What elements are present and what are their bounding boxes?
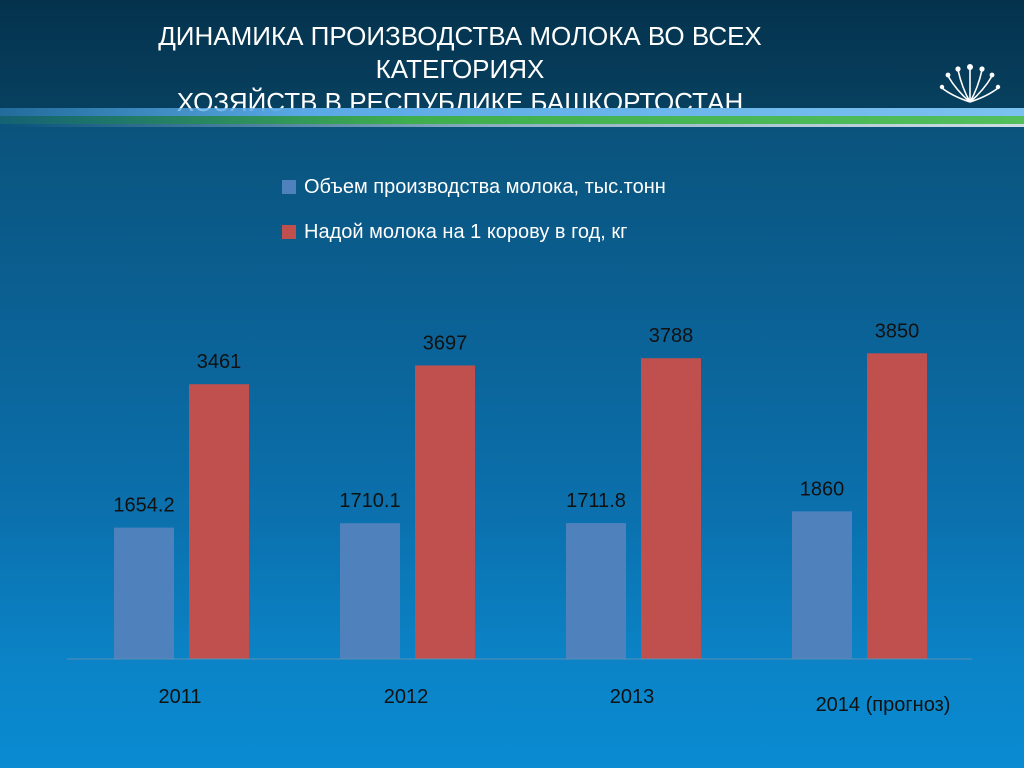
data-label-volume: 1711.8 xyxy=(566,490,626,512)
bar-yield xyxy=(415,365,475,659)
bar-yield xyxy=(641,358,701,659)
bar-volume xyxy=(114,527,174,659)
header-stripe-green xyxy=(0,116,1024,124)
data-label-yield: 3461 xyxy=(197,351,242,373)
bar-volume xyxy=(340,523,400,659)
legend-label-yield: Надой молока на 1 корову в год, кг xyxy=(304,221,628,243)
data-label-yield: 3850 xyxy=(875,320,920,342)
legend-swatch-yield xyxy=(282,225,296,239)
data-label-yield: 3697 xyxy=(423,332,468,354)
category-label: 2012 xyxy=(384,686,429,708)
kurai-flower-icon xyxy=(939,64,1001,103)
category-label: 2013 xyxy=(610,686,655,708)
bar-volume xyxy=(792,511,852,659)
data-label-volume: 1654.2 xyxy=(113,495,174,517)
bar-yield xyxy=(867,353,927,659)
data-label-yield: 3788 xyxy=(649,325,694,347)
legend-swatch-volume xyxy=(282,180,296,194)
data-label-volume: 1860 xyxy=(800,478,845,500)
category-label: 2014 (прогноз) xyxy=(816,694,951,716)
category-label: 2011 xyxy=(158,686,201,708)
header-stripe-blue xyxy=(0,108,1024,116)
header-stripe-white xyxy=(0,124,1024,127)
bar-volume xyxy=(566,523,626,659)
data-label-volume: 1710.1 xyxy=(339,490,400,512)
bar-yield xyxy=(189,384,249,659)
legend-label-volume: Объем производства молока, тыс.тонн xyxy=(304,176,666,198)
title-line-1: ДИНАМИКА ПРОИЗВОДСТВА МОЛОКА ВО ВСЕХ КАТ… xyxy=(158,21,762,84)
slide-header xyxy=(0,0,1024,108)
